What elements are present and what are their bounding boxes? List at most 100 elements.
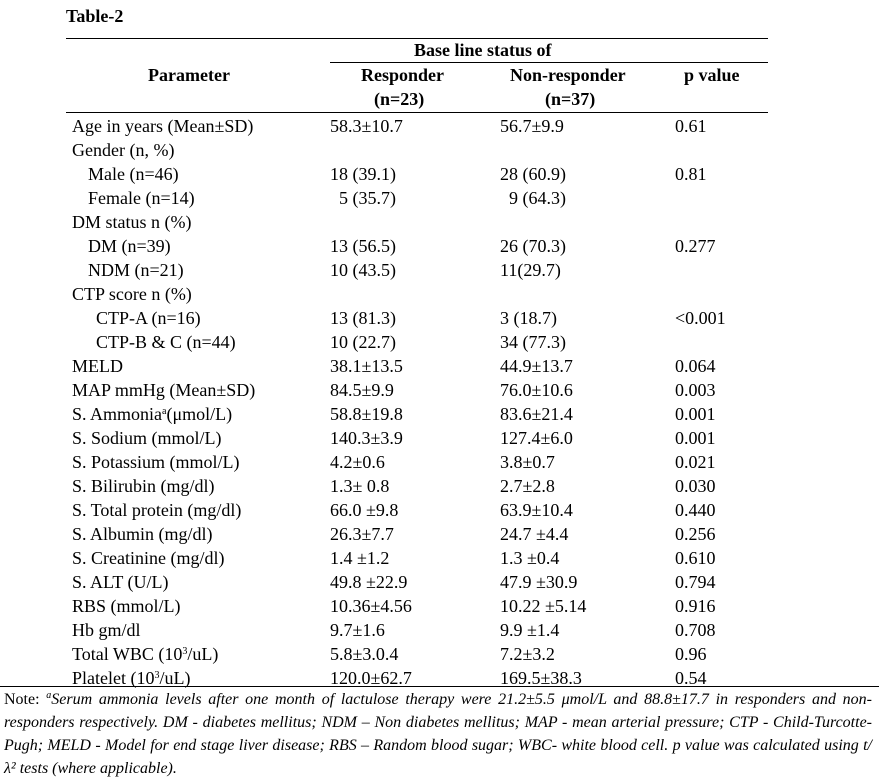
parameter-label: Platelet (10 <box>72 668 155 688</box>
parameter-cell: CTP-B & C (n=44) <box>96 332 236 353</box>
parameter-label: S. ALT (U/L) <box>72 572 169 592</box>
responder-cell: 1.3± 0.8 <box>330 476 390 496</box>
nonresponder-cell: 34 (77.3) <box>500 332 566 352</box>
table-row: Platelet (103/uL) 120.0±62.7 169.5±38.3 0.5… <box>0 668 879 692</box>
parameter-cell: S. Albumin (mg/dl) <box>72 524 213 545</box>
header-pvalue: p value <box>684 65 740 85</box>
parameter-label: S. Total protein (mg/dl) <box>72 500 242 520</box>
nonresponder-cell: 127.4±6.0 <box>500 428 573 448</box>
table-row: Hb gm/dl 9.7±1.6 9.9 ±1.4 0.708 <box>0 620 879 644</box>
nonresponder-cell: 9 (64.3) <box>500 188 566 208</box>
nonresponder-cell: 1.3 ±0.4 <box>500 548 560 568</box>
parameter-cell: S. Ammoniaa(μmol/L) <box>72 404 232 425</box>
parameter-label: MELD <box>72 356 123 376</box>
parameter-superscript: 3 <box>182 646 188 657</box>
parameter-cell: Age in years (Mean±SD) <box>72 116 253 137</box>
responder-cell: 13 (56.5) <box>330 236 396 256</box>
responder-cell: 18 (39.1) <box>330 164 396 184</box>
nonresponder-cell: 3.8±0.7 <box>500 452 555 472</box>
responder-cell: 13 (81.3) <box>330 308 396 328</box>
parameter-label: S. Creatinine (mg/dl) <box>72 548 225 568</box>
responder-cell: 49.8 ±22.9 <box>330 572 408 592</box>
nonresponder-cell: 3 (18.7) <box>500 308 557 328</box>
pvalue-cell: 0.916 <box>675 596 716 616</box>
pvalue-cell: 0.54 <box>675 668 707 688</box>
pvalue-cell: 0.81 <box>675 164 707 184</box>
table-row: S. Creatinine (mg/dl) 1.4 ±1.2 1.3 ±0.4 0.6… <box>0 548 879 572</box>
nonresponder-cell: 169.5±38.3 <box>500 668 582 688</box>
parameter-cell: Male (n=46) <box>88 164 179 185</box>
table-row: Female (n=14) 5 (35.7) 9 (64.3) <box>0 188 879 212</box>
pvalue-cell: 0.064 <box>675 356 716 376</box>
parameter-cell: MAP mmHg (Mean±SD) <box>72 380 255 401</box>
pvalue-cell: 0.001 <box>675 428 716 448</box>
table-row: DM (n=39) 13 (56.5) 26 (70.3) 0.277 <box>0 236 879 260</box>
responder-cell: 120.0±62.7 <box>330 668 412 688</box>
responder-cell: 4.2±0.6 <box>330 452 385 472</box>
table-row: CTP-A (n=16) 13 (81.3) 3 (18.7) <0.001 <box>0 308 879 332</box>
top-rule <box>66 38 768 39</box>
group-rule <box>330 62 768 63</box>
table-row: DM status n (%) <box>0 212 879 236</box>
bottom-rule <box>0 686 879 687</box>
note-sup: a <box>46 690 52 701</box>
table-row: CTP-B & C (n=44) 10 (22.7) 34 (77.3) <box>0 332 879 356</box>
pvalue-cell: 0.003 <box>675 380 716 400</box>
parameter-unit: /uL) <box>187 644 219 664</box>
table-row: Total WBC (103/uL) 5.8±3.0.4 7.2±3.2 0.96 <box>0 644 879 668</box>
parameter-cell: S. Bilirubin (mg/dl) <box>72 476 215 497</box>
pvalue-cell: 0.001 <box>675 404 716 424</box>
parameter-label: S. Sodium (mmol/L) <box>72 428 222 448</box>
parameter-cell: MELD <box>72 356 123 377</box>
table-row: MELD 38.1±13.5 44.9±13.7 0.064 <box>0 356 879 380</box>
pvalue-cell: 0.440 <box>675 500 716 520</box>
parameter-label: Female (n=14) <box>88 188 195 208</box>
table-title: Table-2 <box>66 6 124 26</box>
parameter-label: CTP-A (n=16) <box>96 308 201 328</box>
parameter-cell: NDM (n=21) <box>88 260 184 281</box>
parameter-label: Age in years (Mean±SD) <box>72 116 254 136</box>
table-row: S. Potassium (mmol/L) 4.2±0.6 3.8±0.7 0.021 <box>0 452 879 476</box>
responder-cell: 9.7±1.6 <box>330 620 385 640</box>
parameter-cell: DM status n (%) <box>72 212 192 233</box>
nonresponder-cell: 76.0±10.6 <box>500 380 573 400</box>
table-row: CTP score n (%) <box>0 284 879 308</box>
table-row: S. Ammoniaa(μmol/L) 58.8±19.8 83.6±21.4 0.0… <box>0 404 879 428</box>
responder-cell: 58.8±19.8 <box>330 404 403 424</box>
table-row: S. Albumin (mg/dl) 26.3±7.7 24.7 ±4.4 0.256 <box>0 524 879 548</box>
header-rule <box>66 112 768 113</box>
header-responder-n: (n=23) <box>374 89 425 109</box>
nonresponder-cell: 11(29.7) <box>500 260 561 280</box>
table-row: S. ALT (U/L) 49.8 ±22.9 47.9 ±30.9 0.794 <box>0 572 879 596</box>
parameter-label: S. Ammonia <box>72 404 163 424</box>
responder-cell: 1.4 ±1.2 <box>330 548 390 568</box>
parameter-label: NDM (n=21) <box>88 260 184 280</box>
parameter-cell: Hb gm/dl <box>72 620 141 641</box>
pvalue-cell: 0.021 <box>675 452 716 472</box>
table-footnote: Note: aSerum ammonia levels after one mo… <box>4 688 872 780</box>
parameter-cell: RBS (mmol/L) <box>72 596 181 617</box>
pvalue-cell: 0.030 <box>675 476 716 496</box>
parameter-label: S. Potassium (mmol/L) <box>72 452 240 472</box>
header-nonresponder: Non-responder <box>510 65 626 85</box>
pvalue-cell: 0.61 <box>675 116 707 136</box>
parameter-superscript: 3 <box>154 670 160 681</box>
responder-cell: 10.36±4.56 <box>330 596 412 616</box>
responder-cell: 58.3±10.7 <box>330 116 403 136</box>
responder-cell: 10 (43.5) <box>330 260 396 280</box>
nonresponder-cell: 56.7±9.9 <box>500 116 564 136</box>
responder-cell: 66.0 ±9.8 <box>330 500 399 520</box>
parameter-cell: S. Sodium (mmol/L) <box>72 428 222 449</box>
responder-cell: 5.8±3.0.4 <box>330 644 399 664</box>
note-label: Note: <box>4 691 47 708</box>
parameter-label: Hb gm/dl <box>72 620 141 640</box>
responder-cell: 10 (22.7) <box>330 332 396 352</box>
pvalue-cell: 0.610 <box>675 548 716 568</box>
header-group-label: Base line status of <box>414 40 552 60</box>
responder-cell: 38.1±13.5 <box>330 356 403 376</box>
responder-cell: 5 (35.7) <box>330 188 396 208</box>
parameter-label: Gender (n, %) <box>72 140 175 160</box>
table-row: Male (n=46) 18 (39.1) 28 (60.9) 0.81 <box>0 164 879 188</box>
parameter-label: S. Bilirubin (mg/dl) <box>72 476 215 496</box>
parameter-cell: S. Total protein (mg/dl) <box>72 500 241 521</box>
